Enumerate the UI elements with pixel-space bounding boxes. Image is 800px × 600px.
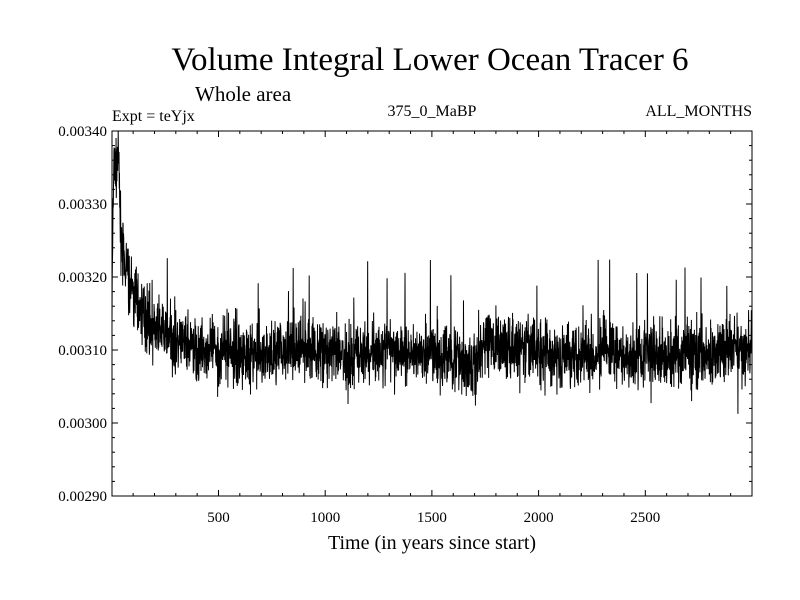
chart-subtitle: Whole area [195, 82, 292, 106]
x-tick-label: 1000 [310, 510, 340, 526]
tick-layer: 0.00290 0.00300 0.00310 0.00320 0.00330 0.003… [58, 124, 752, 526]
y-tick-label: 0.00300 [58, 416, 107, 432]
series-line [111, 130, 753, 414]
experiment-label: Expt = teYjx [112, 108, 195, 125]
x-axis-label: Time (in years since start) [328, 532, 536, 554]
y-tick-label: 0.00290 [58, 489, 107, 505]
y-tick-label: 0.00310 [58, 343, 107, 359]
x-tick-label: 500 [207, 510, 230, 526]
y-tick-label: 0.00320 [58, 270, 107, 286]
plot-frame [111, 130, 753, 497]
y-tick-label: 0.00340 [58, 124, 107, 140]
x-tick-label: 2000 [524, 510, 554, 526]
x-tick-label: 2500 [630, 510, 660, 526]
months-label: ALL_MONTHS [645, 103, 752, 120]
run-label: 375_0_MaBP [388, 103, 477, 120]
x-tick-label: 1500 [417, 510, 447, 526]
y-tick-label: 0.00330 [58, 197, 107, 213]
chart-title: Volume Integral Lower Ocean Tracer 6 [171, 42, 688, 78]
